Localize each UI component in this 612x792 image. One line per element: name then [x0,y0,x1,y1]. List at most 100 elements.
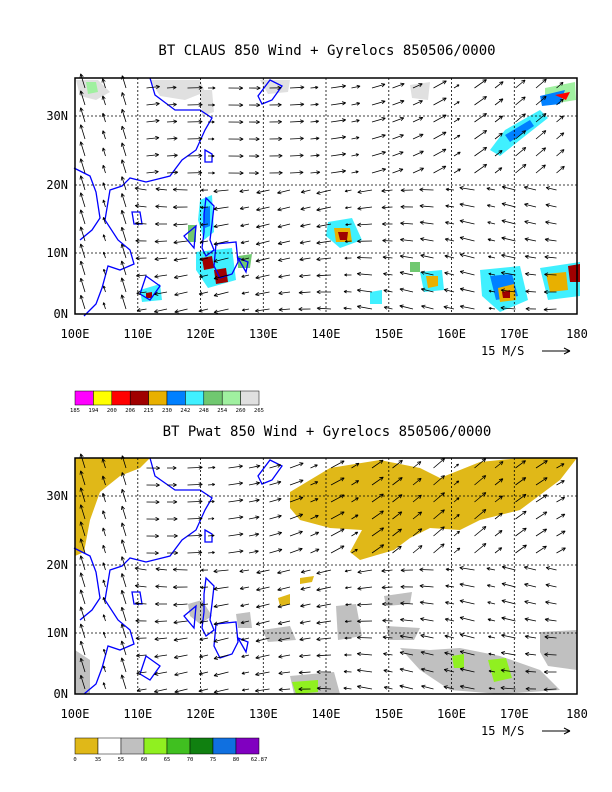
wind-arrow-icon [453,151,461,157]
wind-arrow-icon [400,617,414,622]
wind-arrow-icon [535,460,548,469]
wind-arrow-icon [412,133,424,140]
wind-arrow-icon [500,668,516,673]
wind-arrow-icon [443,288,455,293]
wind-arrow-icon [501,185,516,191]
wind-arrow-icon [459,186,475,191]
wind-arrow-icon [459,684,475,690]
wind-arrow-icon [154,671,168,676]
wind-arrow-icon [166,170,179,175]
x-tick-label: 140E [312,327,341,341]
wind-arrow-icon [556,81,564,89]
wind-arrow-icon [278,257,291,262]
colorbar-swatch [143,737,168,755]
wind-arrow-icon [494,530,503,537]
wind-arrow-icon [79,470,86,486]
wind-arrow-icon [172,567,188,572]
wind-arrow-icon [524,652,537,657]
wind-arrow-icon [187,533,203,538]
wind-arrow-icon [351,136,360,140]
wind-arrow-icon [556,530,566,537]
wind-arrow-icon [228,154,244,159]
wind-arrow-icon [523,185,537,191]
wind-arrow-icon [515,96,526,106]
wind-arrow-icon [330,101,347,106]
panel-claus: BT CLAUS 850 Wind + Gyrelocs 850506/0000 [46,43,588,414]
wind-arrow-icon [501,633,516,639]
wind-arrow-icon [166,550,179,556]
wind-arrow-icon [213,603,229,609]
wind-arrow-icon [173,585,188,590]
wind-arrow-icon [453,134,461,140]
wind-arrow-icon [102,130,106,140]
x-tick-label: 100E [61,327,90,341]
colorbar-swatch [166,390,186,406]
wind-arrow-icon [136,670,147,675]
wind-arrow-icon [433,543,445,554]
wind-arrow-icon [134,203,147,209]
wind-arrow-icon [543,307,557,312]
wind-arrow-icon [453,530,460,537]
wind-arrow-icon [371,100,386,106]
wind-arrow-icon [101,78,106,89]
wind-arrow-icon [524,582,537,588]
wind-arrow-icon [556,98,564,106]
wind-arrow-icon [351,480,360,486]
wind-arrow-icon [255,291,270,297]
wind-arrow-icon [420,253,434,259]
wind-arrow-icon [556,547,566,554]
wind-arrow-icon [248,515,260,520]
wind-arrow-icon [187,550,203,555]
wind-arrow-icon [228,498,244,503]
wind-arrow-icon [356,635,373,640]
y-tick-label: 30N [46,489,68,503]
wind-arrow-icon [310,481,319,486]
wind-arrow-icon [146,118,160,124]
wind-arrow-icon [208,120,215,124]
wind-arrow-icon [187,102,203,107]
wind-arrow-icon [146,465,160,471]
colorbar-tick-label: 65 [164,757,171,763]
wind-arrow-icon [474,492,487,503]
x-tick-label: 110E [123,707,152,721]
wind-arrow-icon [248,136,260,142]
wind-arrow-icon [173,274,188,280]
wind-arrow-icon [501,202,516,208]
x-tick-label: 160E [437,707,466,721]
wind-arrow-icon [487,238,496,242]
wind-arrow-icon [433,458,446,469]
wind-arrow-icon [474,79,487,89]
x-tick-label: 130E [249,707,278,721]
wind-arrow-icon [207,483,216,487]
wind-arrow-icon [278,670,291,676]
wind-vector-field [79,73,565,314]
wind-arrow-icon [433,165,447,174]
map-frame [74,457,578,695]
wind-arrow-icon [228,481,244,486]
wind-arrow-icon [101,95,106,106]
map-frame [74,77,578,315]
wind-arrow-icon [299,653,311,658]
wind-arrow-icon [500,651,516,656]
wind-arrow-icon [289,119,304,124]
wind-arrow-icon [421,684,434,690]
wind-arrow-icon [343,669,352,674]
wind-arrow-icon [241,688,250,692]
wind-arrow-icon [155,221,167,227]
wind-arrow-icon [500,305,516,311]
wind-arrow-icon [459,202,475,208]
wind-arrow-icon [444,271,455,276]
wind-arrow-icon [102,251,106,259]
wind-arrow-icon [121,472,127,486]
wind-arrow-icon [501,582,516,588]
wind-arrow-icon [208,171,215,175]
wind-arrow-icon [344,569,352,573]
wind-arrow-icon [79,521,86,537]
wind-arrow-icon [79,487,86,503]
wind-arrow-icon [474,113,487,123]
wind-arrow-icon [213,291,229,297]
wind-arrow-icon [120,176,127,191]
wind-arrow-icon [383,305,393,310]
wind-arrow-icon [79,589,86,605]
wind-arrow-icon [433,509,445,520]
